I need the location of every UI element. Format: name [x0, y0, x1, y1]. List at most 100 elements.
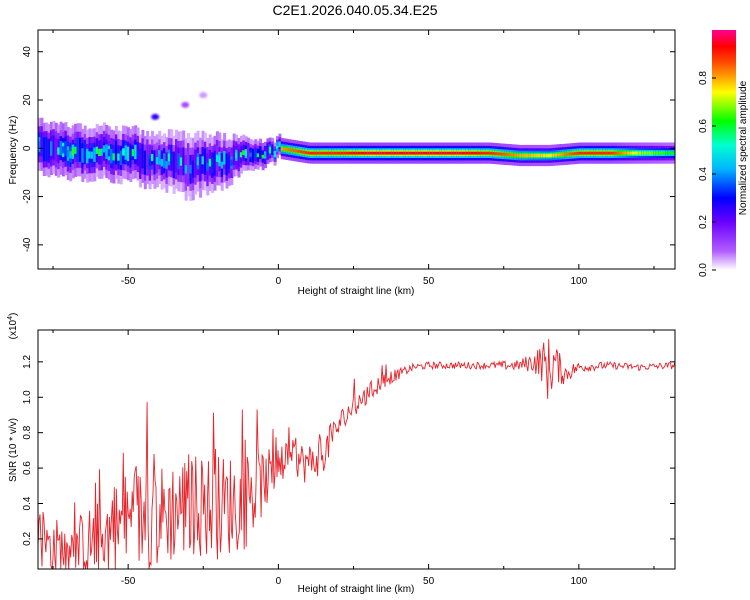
heatmap-cell: [626, 151, 630, 155]
heatmap-cell: [456, 151, 460, 155]
heatmap-cell: [223, 151, 227, 165]
snr-x-axis-label: Height of straight line (km): [298, 584, 415, 595]
heatmap-cell: [259, 148, 263, 157]
heatmap-cell: [348, 151, 352, 155]
heatmap-cell: [235, 152, 239, 159]
heatmap-cell: [283, 147, 287, 151]
heatmap-cell: [542, 154, 546, 157]
heatmap-cell: [350, 151, 354, 155]
heatmap-cell: [473, 151, 477, 155]
heatmap-cell: [595, 151, 599, 155]
heatmap-cell: [470, 151, 474, 155]
heatmap-cell: [319, 151, 323, 155]
heatmap-cell: [432, 151, 436, 155]
heatmap-cell: [292, 149, 296, 153]
heatmap-cell: [670, 151, 674, 155]
heatmap-cell: [441, 151, 445, 155]
heatmap-cell: [203, 148, 207, 175]
snr-frame: [37, 329, 676, 570]
colorbar-tick-label: 0.4: [698, 167, 709, 181]
heatmap-cell: [50, 141, 53, 156]
heatmap-cell: [331, 151, 335, 155]
heatmap-cell: [78, 137, 82, 162]
heatmap-cell: [528, 154, 532, 157]
heatmap-cell: [131, 149, 135, 157]
heatmap-cell: [110, 148, 114, 164]
heatmap-cell: [658, 151, 662, 155]
heatmap-cell: [167, 153, 171, 162]
heatmap-cell: [376, 151, 380, 155]
heatmap-cell: [122, 148, 126, 156]
heatmap-cell: [420, 151, 424, 155]
heatmap-cell: [634, 151, 638, 155]
heatmap-cell: [535, 154, 539, 157]
heatmap-cell: [453, 151, 457, 155]
heatmap-cell: [93, 147, 97, 162]
heatmap-cell: [100, 148, 104, 156]
heatmap-cell: [280, 147, 284, 151]
y-tick-label: -40: [22, 237, 33, 252]
colorbar-ticks: 0.0 0.2 0.4 0.6 0.8: [698, 71, 716, 277]
heatmap-cell: [312, 151, 315, 155]
heatmap-cell: [124, 145, 128, 160]
snr-ticks: -50 0 50 100 0.2 0.4 0.6 0.8 1.0 1.2: [22, 330, 675, 587]
heatmap-cell: [336, 151, 340, 155]
heatmap-cell: [194, 149, 198, 178]
heatmap-cell: [304, 151, 308, 154]
heatmap-cell: [477, 151, 481, 155]
heatmap-cell: [398, 151, 402, 155]
heatmap-cell: [410, 151, 414, 155]
heatmap-cell: [165, 161, 169, 169]
heatmap-cell: [391, 151, 395, 155]
heatmap-cell: [271, 144, 275, 156]
heatmap-cell: [369, 151, 373, 155]
heatmap-cell: [367, 151, 371, 155]
heatmap-cell: [605, 151, 609, 155]
heatmap-cell: [513, 153, 517, 157]
heatmap-cell: [451, 151, 455, 155]
y-tick-label: 1.2: [22, 354, 33, 368]
y-tick-label: 0.6: [22, 461, 33, 475]
heatmap-cell: [328, 151, 332, 155]
spectrogram-panel: -50 0 50 100 -40 -20 0 20 40 Height of straight …: [8, 29, 676, 297]
snr-y-multiplier: (x104): [7, 313, 19, 340]
heatmap-cell: [602, 151, 606, 155]
heatmap-cell: [316, 151, 320, 155]
heatmap-cell: [429, 151, 433, 155]
colorbar-tick-label: 0.0: [698, 263, 709, 277]
heatmap-cell: [552, 153, 556, 157]
heatmap-cell: [663, 151, 666, 155]
heatmap-cell: [189, 164, 193, 174]
heatmap-cell: [653, 151, 657, 155]
heatmap-cell: [62, 146, 65, 154]
heatmap-cell: [444, 151, 448, 155]
heatmap-cell: [232, 145, 236, 165]
heatmap-spot: [199, 92, 208, 99]
heatmap-cell: [564, 152, 568, 156]
heatmap-cell: [581, 151, 585, 155]
heatmap-cell: [256, 153, 260, 158]
colorbar-tick-label: 0.8: [698, 71, 709, 85]
heatmap-cell: [538, 154, 541, 157]
heatmap-cell: [439, 151, 443, 155]
heatmap-cell: [42, 137, 46, 162]
heatmap-cell: [530, 154, 534, 157]
heatmap-cell: [499, 152, 503, 156]
heatmap-cell: [489, 151, 493, 155]
heatmap-cell: [518, 154, 522, 157]
y-tick-label: 0.8: [22, 425, 33, 439]
heatmap-cell: [381, 151, 385, 155]
heatmap-cell: [638, 151, 642, 155]
heatmap-cell: [218, 155, 222, 163]
heatmap-cell: [81, 148, 85, 163]
heatmap-cell: [297, 149, 301, 153]
heatmap-cell: [321, 151, 325, 155]
heatmap-cell: [170, 153, 174, 162]
heatmap-cell: [105, 148, 109, 156]
heatmap-cell: [119, 150, 123, 166]
heatmap-cell: [244, 151, 248, 156]
heatmap-cell: [403, 151, 407, 155]
heatmap-cell: [396, 151, 400, 155]
colorbar: 0.0 0.2 0.4 0.6 0.8 Normalized spectral ampl…: [698, 30, 749, 277]
x-tick-label: 0: [276, 576, 282, 587]
